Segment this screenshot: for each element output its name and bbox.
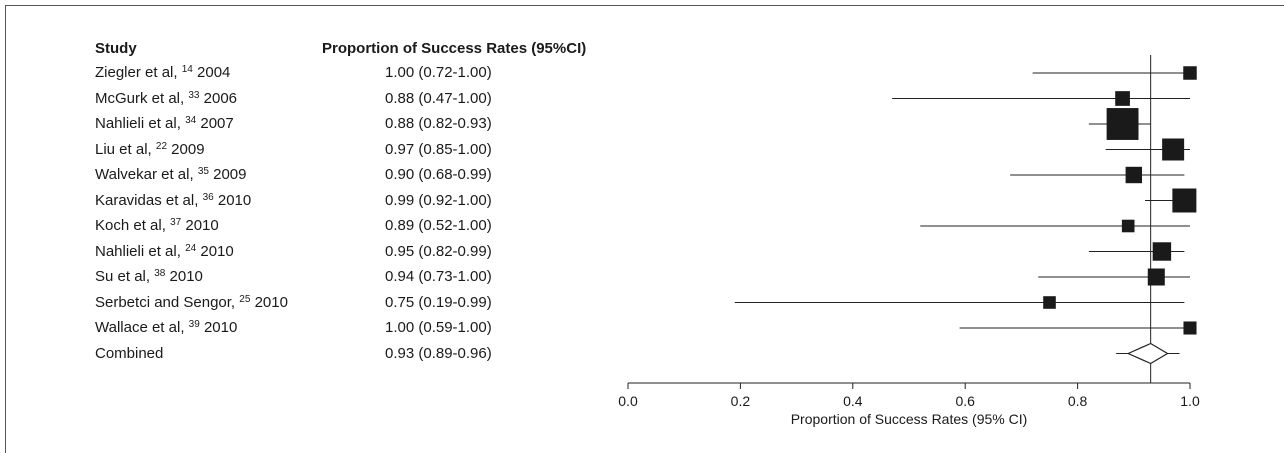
combined-label: Combined	[95, 344, 164, 362]
study-reference: 22	[155, 140, 168, 152]
study-estimate-text: 0.99 (0.92-1.00)	[385, 191, 492, 209]
study-year: 2009	[167, 140, 205, 158]
point-estimate-square	[1115, 91, 1130, 106]
study-label: Serbetci and Sengor, 25 2010	[95, 294, 288, 311]
estimate-column-header: Proportion of Success Rates (95%CI)	[322, 40, 587, 57]
study-year: 2010	[199, 319, 238, 336]
study-label: Ziegler et al, 14 2004	[95, 64, 230, 81]
study-label: Koch et al, 37 2010	[95, 217, 219, 234]
study-estimate-text: 0.88 (0.82-0.93)	[385, 115, 492, 132]
study-author: Ziegler et al,	[95, 64, 178, 81]
study-estimate-text: 0.97 (0.85-1.00)	[385, 140, 492, 158]
study-label: Nahlieli et al, 24 2010	[95, 243, 234, 260]
x-tick-label: 0.0	[618, 393, 638, 409]
study-year: 2006	[199, 89, 238, 107]
x-tick-label: 0.8	[1068, 393, 1088, 409]
study-author: Koch et al,	[95, 217, 166, 234]
study-label: Nahlieli et al, 34 2007	[95, 115, 234, 132]
point-estimate-square	[1121, 219, 1135, 233]
study-reference: 37	[170, 217, 182, 228]
x-tick-label: 0.6	[955, 393, 975, 409]
x-axis-label: Proportion of Success Rates (95% CI)	[791, 411, 1028, 427]
study-author: Nahlieli et al,	[95, 242, 181, 260]
study-estimate-text: 1.00 (0.59-1.00)	[385, 319, 492, 336]
study-label: Wallace et al, 39 2010	[95, 319, 237, 336]
point-estimate-square	[1183, 321, 1197, 335]
study-estimate-text: 0.95 (0.82-0.99)	[385, 242, 492, 260]
x-tick-label: 0.2	[731, 393, 751, 409]
study-year: 2004	[192, 64, 231, 81]
study-reference: 36	[202, 191, 214, 203]
study-year: 2007	[196, 115, 234, 132]
point-estimate-square	[1043, 296, 1056, 309]
study-estimate-text: 0.88 (0.47-1.00)	[385, 89, 492, 107]
x-tick-label: 1.0	[1180, 393, 1200, 409]
study-reference: 25	[239, 293, 251, 305]
study-author: Karavidas et al,	[95, 191, 199, 209]
study-label: Su et al, 38 2010	[95, 268, 203, 285]
study-label: Liu et al, 22 2009	[95, 141, 205, 158]
study-author: Liu et al,	[95, 140, 152, 158]
point-estimate-square	[1106, 108, 1139, 140]
point-estimate-square	[1162, 138, 1185, 161]
combined-estimate-text: 0.93 (0.89-0.96)	[385, 344, 492, 362]
study-label: McGurk et al, 33 2006	[95, 90, 237, 107]
study-estimate-text: 0.90 (0.68-0.99)	[385, 166, 492, 183]
study-year: 2010	[213, 191, 252, 209]
study-estimate-text: 1.00 (0.72-1.00)	[385, 64, 492, 81]
figure-frame	[5, 5, 1284, 453]
study-reference: 24	[185, 242, 197, 254]
point-estimate-square	[1152, 242, 1172, 261]
study-year: 2010	[181, 217, 219, 234]
point-estimate-square	[1172, 188, 1197, 213]
study-reference: 33	[188, 89, 200, 101]
study-reference: 38	[154, 268, 166, 279]
study-reference: 39	[188, 319, 200, 330]
study-author: Serbetci and Sengor,	[95, 293, 236, 311]
study-author: Walvekar et al,	[95, 166, 194, 183]
point-estimate-square	[1125, 166, 1143, 184]
point-estimate-square	[1147, 268, 1165, 286]
study-author: Nahlieli et al,	[95, 115, 181, 132]
study-author: Su et al,	[95, 268, 151, 285]
point-estimate-square	[1183, 66, 1197, 80]
study-column-header: Study	[95, 40, 137, 57]
study-label: Karavidas et al, 36 2010	[95, 192, 251, 209]
study-year: 2009	[208, 166, 247, 183]
study-year: 2010	[196, 242, 234, 260]
study-year: 2010	[165, 268, 203, 285]
combined-diamond	[1126, 342, 1169, 365]
study-label: Walvekar et al, 35 2009	[95, 166, 247, 183]
study-year: 2010	[250, 293, 288, 311]
study-reference: 34	[185, 115, 197, 126]
study-author: McGurk et al,	[95, 89, 185, 107]
study-estimate-text: 0.75 (0.19-0.99)	[385, 293, 492, 311]
x-tick-label: 0.4	[843, 393, 863, 409]
study-estimate-text: 0.94 (0.73-1.00)	[385, 268, 492, 285]
study-reference: 35	[197, 166, 209, 177]
study-estimate-text: 0.89 (0.52-1.00)	[385, 217, 492, 234]
study-author: Wallace et al,	[95, 319, 185, 336]
study-reference: 14	[181, 64, 193, 75]
